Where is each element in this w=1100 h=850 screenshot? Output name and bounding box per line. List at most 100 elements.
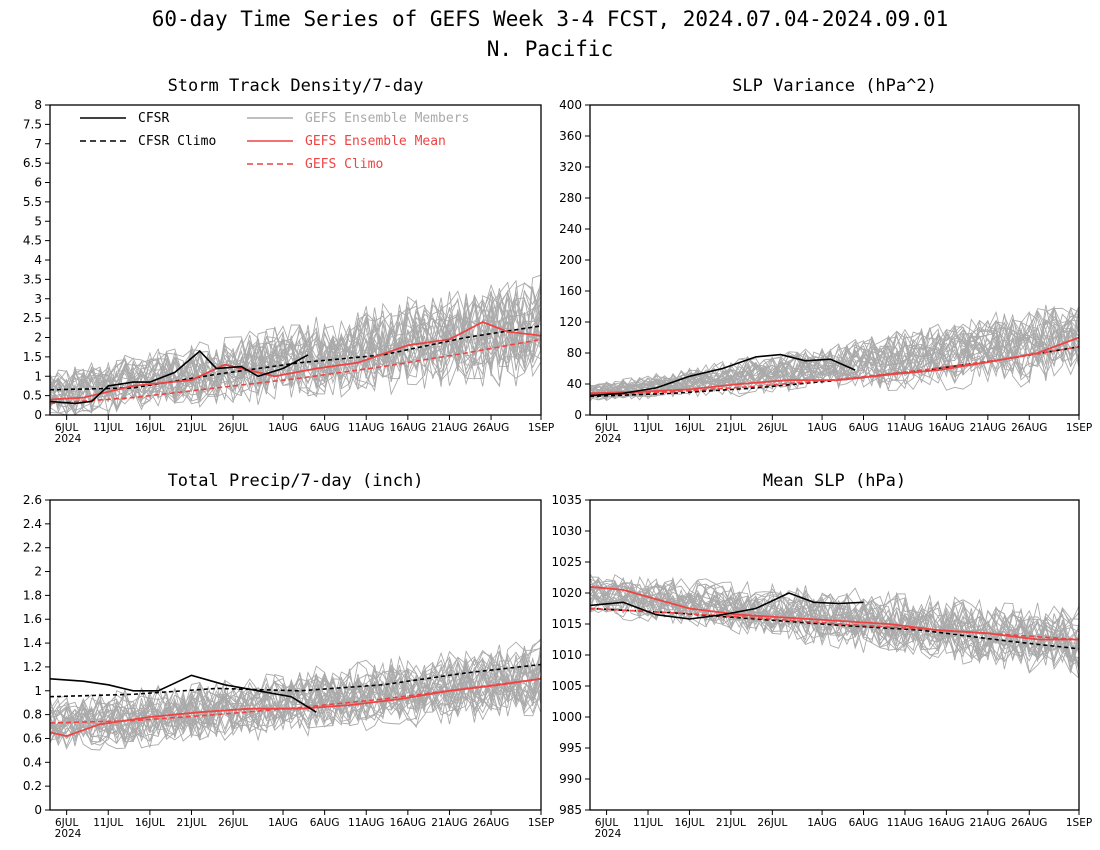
- panel-title: Total Precip/7-day (inch): [168, 471, 424, 491]
- x-tick-label: 6AUG: [849, 817, 879, 829]
- legend-label: CFSR: [138, 111, 169, 126]
- y-tick-label: 160: [559, 284, 582, 298]
- y-tick-label: 7: [34, 137, 42, 151]
- gefs-ensemble-mean-line: [590, 336, 1079, 395]
- gefs-climo-line: [590, 607, 1079, 641]
- x-tick-label: 11JUL: [633, 817, 663, 829]
- y-tick-label: 0.4: [23, 755, 42, 769]
- y-tick-label: 200: [559, 253, 582, 267]
- y-tick-label: 1000: [551, 710, 582, 724]
- y-tick-label: 2.5: [23, 311, 42, 325]
- x-tick-label: 6JUL: [55, 817, 78, 829]
- ensemble-member-line: [590, 308, 1079, 396]
- y-tick-label: 0.2: [23, 779, 42, 793]
- gefs-climo-line: [50, 338, 541, 405]
- x-tick-label: 1SEP: [1066, 817, 1092, 829]
- x-tick-label: 21JUL: [176, 422, 206, 434]
- ensemble-member-line: [590, 573, 1079, 647]
- y-tick-label: 7.5: [23, 117, 42, 131]
- ensemble-member-line: [50, 671, 541, 741]
- x-tick-label: 26JUL: [218, 817, 248, 829]
- y-tick-label: 280: [559, 191, 582, 205]
- chart-panel: Storm Track Density/7-day 0 0.5 1 1.5 2 2.5 3 3.…: [23, 76, 554, 445]
- y-tick-label: 2.4: [23, 517, 42, 531]
- x-tick-label: 26AUG: [1011, 422, 1047, 434]
- y-tick-label: 990: [559, 772, 582, 786]
- y-tick-label: 4.5: [23, 234, 42, 248]
- ensemble-member-line: [50, 668, 541, 749]
- panel-title: Storm Track Density/7-day: [168, 76, 424, 96]
- x-tick-label: 16AUG: [390, 422, 426, 434]
- y-tick-label: 0.6: [23, 731, 42, 745]
- x-tick-label: 26JUL: [757, 817, 787, 829]
- y-tick-label: 5: [34, 214, 42, 228]
- y-tick-label: 80: [567, 346, 582, 360]
- y-tick-label: 320: [559, 160, 582, 174]
- plot-area: [590, 573, 1079, 679]
- ensemble-member-line: [50, 296, 541, 415]
- y-tick-label: 3: [34, 292, 42, 306]
- x-tick-label: 26AUG: [1011, 817, 1047, 829]
- legend-label: CFSR Climo: [138, 134, 216, 149]
- y-tick-label: 2: [34, 331, 42, 345]
- x-tick-label: 6AUG: [310, 817, 340, 829]
- y-tick-label: 995: [559, 741, 582, 755]
- y-tick-label: 1010: [551, 648, 582, 662]
- x-tick-label: 1AUG: [268, 817, 298, 829]
- y-tick-label: 1: [34, 684, 42, 698]
- panel-title: Mean SLP (hPa): [763, 471, 906, 491]
- x-tick-label: 16JUL: [674, 422, 704, 434]
- x-tick-label: 16AUG: [928, 817, 964, 829]
- x-tick-label: 6JUL: [55, 422, 78, 434]
- x-tick-label: 16AUG: [928, 422, 964, 434]
- figure-subtitle: N. Pacific: [487, 37, 613, 61]
- x-tick-label: 16AUG: [390, 817, 426, 829]
- x-tick-label: 26JUL: [218, 422, 248, 434]
- y-tick-label: 6.5: [23, 156, 42, 170]
- ensemble-member-line: [590, 576, 1079, 656]
- x-tick-label: 21JUL: [716, 422, 746, 434]
- x-tick-label: 11AUG: [348, 817, 384, 829]
- x-tick-label: 1AUG: [807, 422, 837, 434]
- x-tick-label: 1AUG: [807, 817, 837, 829]
- legend-label: GEFS Ensemble Members: [305, 111, 469, 126]
- plot-area: [50, 274, 541, 415]
- x-tick-label: 1SEP: [528, 817, 554, 829]
- chart-panel: SLP Variance (hPa^2) 0 40 80 120 160 200 240 280…: [559, 76, 1092, 445]
- y-tick-label: 120: [559, 315, 582, 329]
- gefs-ensemble-mean-line: [50, 677, 541, 738]
- x-tick-label: 1AUG: [268, 422, 298, 434]
- panel-title: SLP Variance (hPa^2): [732, 76, 937, 96]
- x-tick-label: 11JUL: [633, 422, 663, 434]
- x-tick-label: 11AUG: [887, 422, 923, 434]
- x-tick-label: 21AUG: [431, 817, 467, 829]
- y-tick-label: 40: [567, 377, 582, 391]
- y-tick-label: 8: [34, 98, 42, 112]
- y-tick-label: 0: [34, 803, 42, 817]
- plot-area: [50, 638, 541, 751]
- plot-area: [590, 304, 1079, 402]
- x-tick-label: 26AUG: [473, 422, 509, 434]
- y-tick-label: 1020: [551, 586, 582, 600]
- x-tick-label: 21AUG: [970, 817, 1006, 829]
- x-tick-label: 21AUG: [431, 422, 467, 434]
- y-tick-label: 1015: [551, 617, 582, 631]
- y-tick-label: 0.8: [23, 708, 42, 722]
- x-tick-label: 11AUG: [887, 817, 923, 829]
- x-tick-label: 6JUL: [595, 817, 618, 829]
- cfsr-line: [50, 350, 309, 405]
- panels: Storm Track Density/7-day 0 0.5 1 1.5 2 2.5 3 3.…: [23, 76, 1092, 840]
- y-tick-label: 2: [34, 565, 42, 579]
- ensemble-member-line: [590, 581, 1079, 670]
- y-tick-label: 4: [34, 253, 42, 267]
- x-tick-year-label: 2024: [595, 828, 622, 840]
- cfsr-climo-line: [590, 607, 1079, 650]
- ensemble-member-line: [590, 574, 1079, 650]
- gefs-ensemble-mean-line: [590, 585, 1079, 641]
- ensemble-member-line: [590, 585, 1079, 674]
- y-tick-label: 985: [559, 803, 582, 817]
- x-tick-year-label: 2024: [55, 828, 82, 840]
- ensemble-member-line: [50, 651, 541, 738]
- x-tick-year-label: 2024: [55, 433, 82, 445]
